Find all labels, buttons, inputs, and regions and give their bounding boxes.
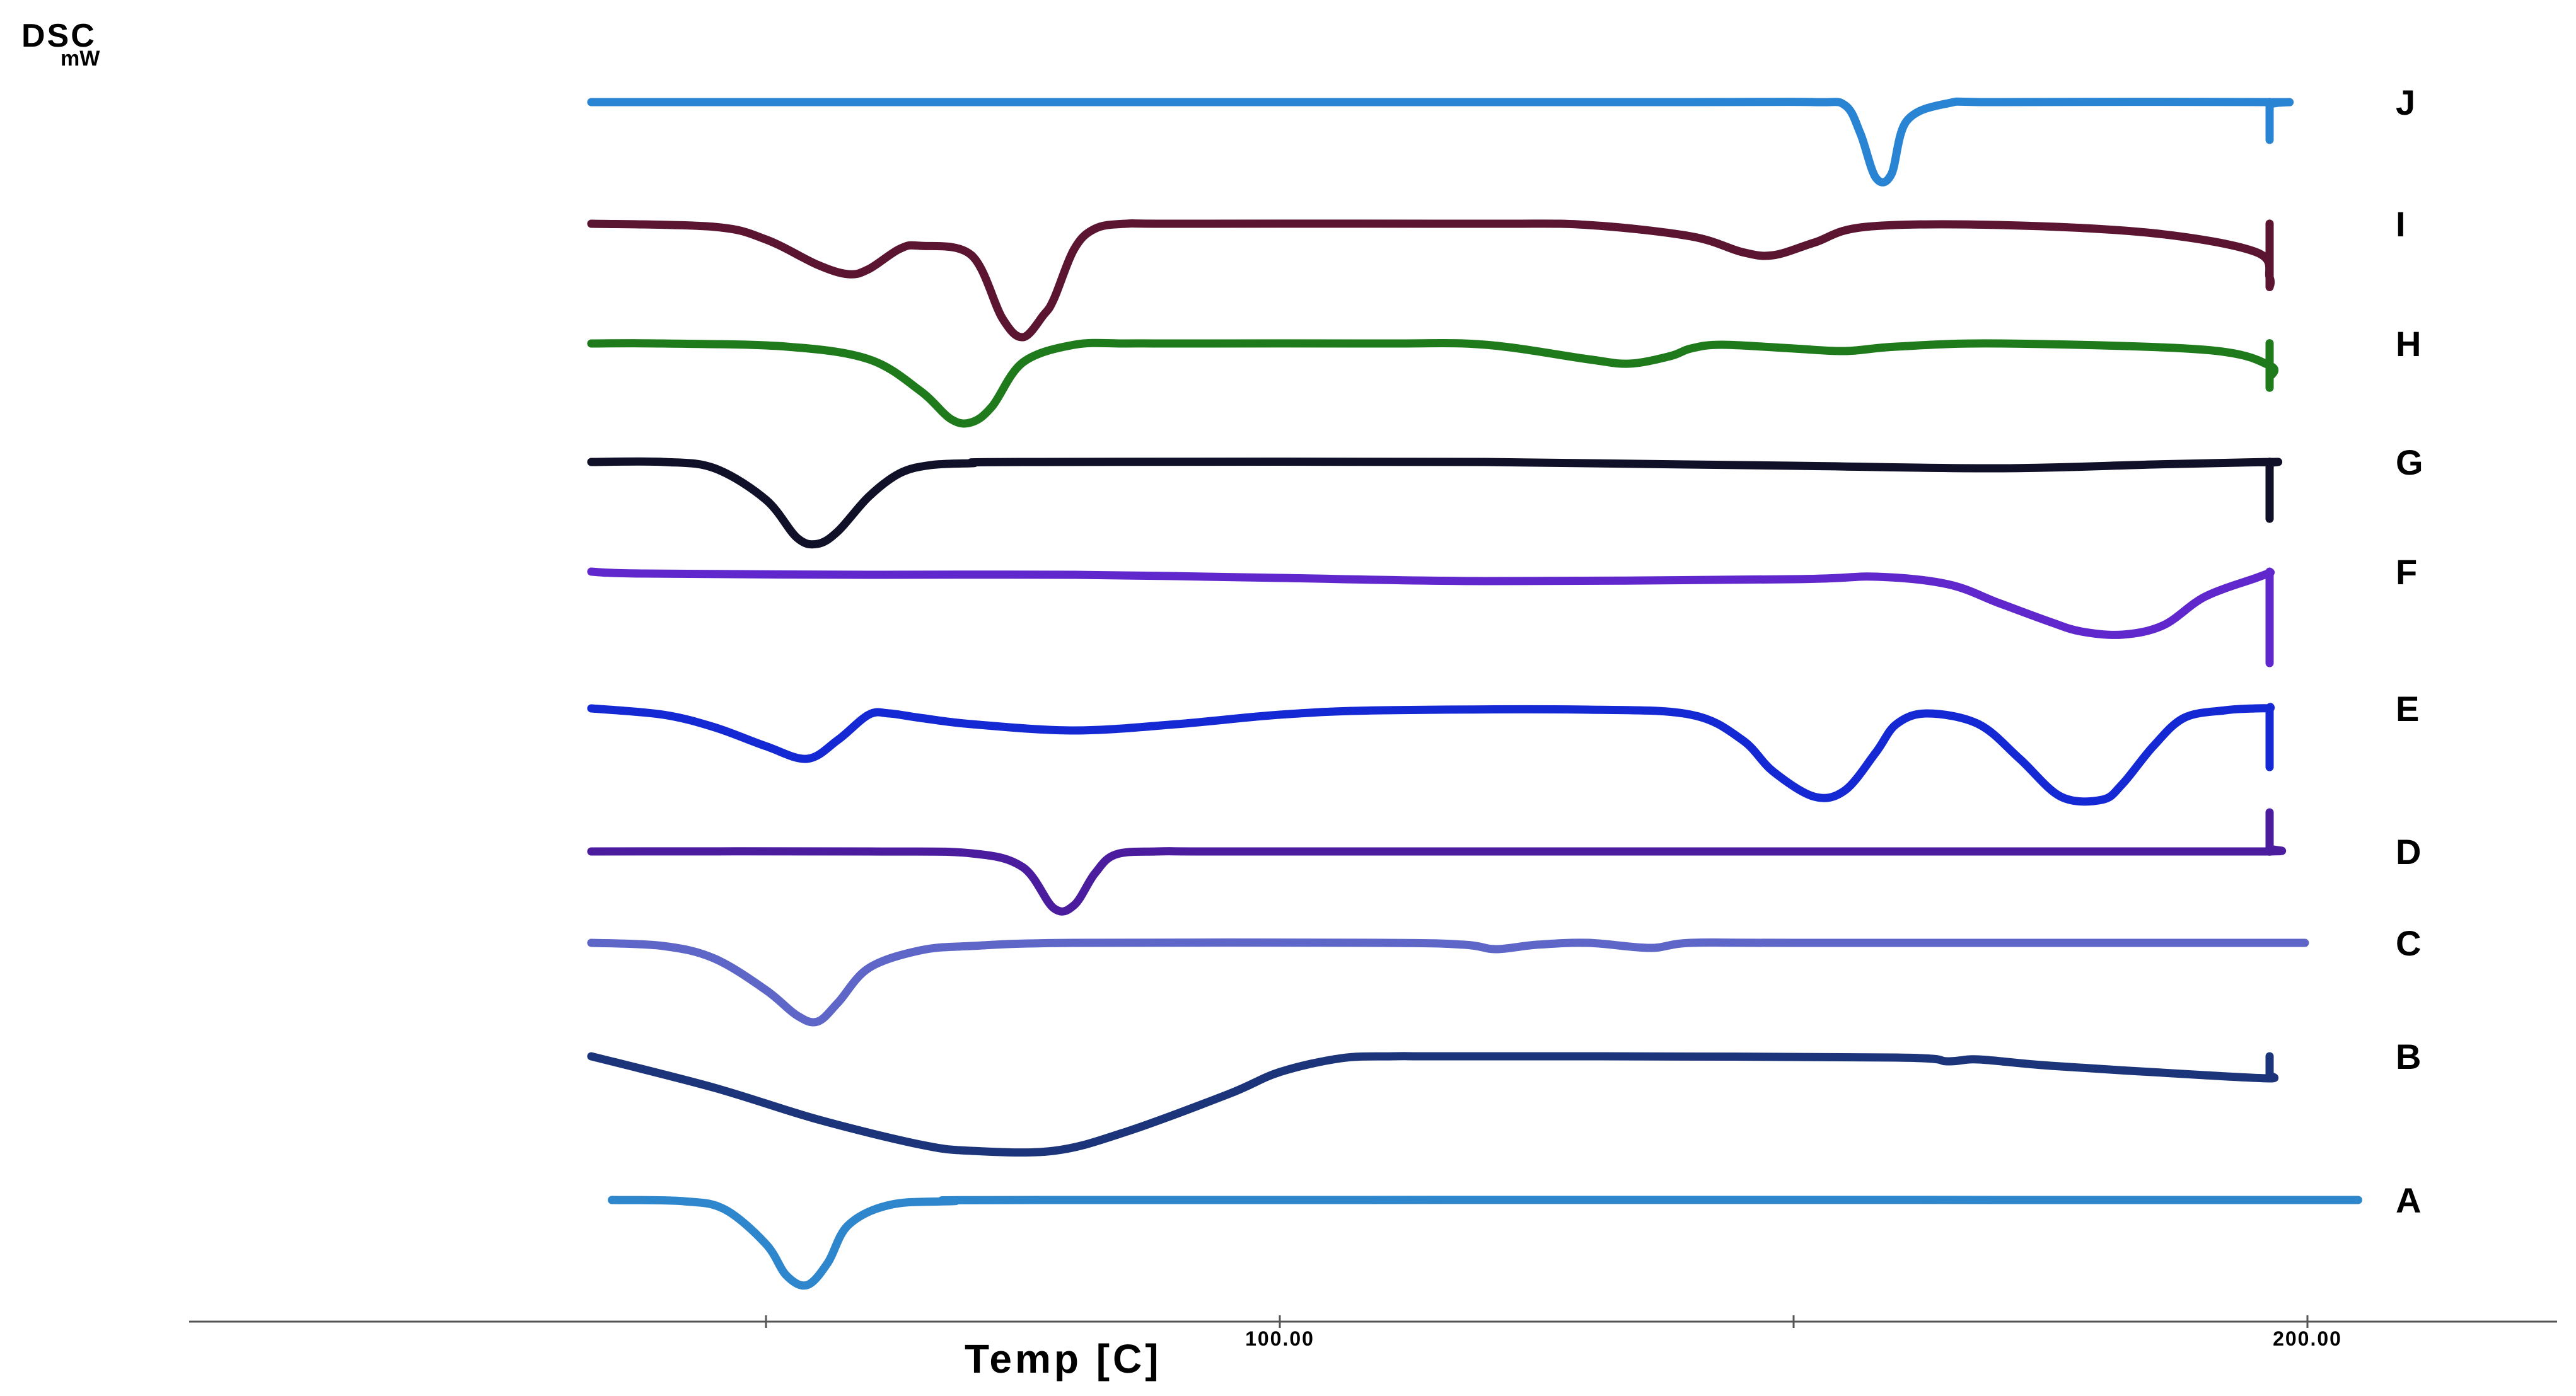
curve-label-j: J	[2396, 83, 2415, 122]
curve-label-c: C	[2396, 923, 2421, 963]
dsc-curve-f	[587, 567, 2275, 667]
dsc-curves	[587, 97, 2362, 1290]
dsc-curve-e	[587, 703, 2275, 806]
curve-label-e: E	[2396, 689, 2419, 729]
curve-label-h: H	[2396, 324, 2421, 364]
dsc-curve-b	[587, 1052, 2279, 1157]
curve-label-f: F	[2396, 552, 2417, 592]
curve-label-a: A	[2396, 1180, 2421, 1220]
dsc-curve-c	[587, 938, 2309, 1027]
dsc-curve-d	[587, 808, 2287, 916]
curve-label-d: D	[2396, 832, 2421, 872]
x-tick-label-100: 100.00	[1245, 1327, 1314, 1350]
dsc-curve-h	[587, 338, 2279, 428]
dsc-curve-j	[587, 97, 2294, 187]
dsc-curve-a	[608, 1196, 2362, 1290]
curve-label-g: G	[2396, 442, 2423, 482]
y-axis-label: DSC	[21, 18, 96, 54]
dsc-curve-i	[587, 219, 2275, 342]
curve-label-b: B	[2396, 1037, 2421, 1076]
x-axis-label: Temp [C]	[965, 1336, 1162, 1382]
curve-labels: J I H G F E D C B A	[2396, 83, 2423, 1220]
x-tick-label-200: 200.00	[2273, 1327, 2342, 1350]
dsc-curve-g	[587, 457, 2283, 549]
y-axis-unit: mW	[61, 47, 100, 71]
curve-label-i: I	[2396, 204, 2406, 244]
